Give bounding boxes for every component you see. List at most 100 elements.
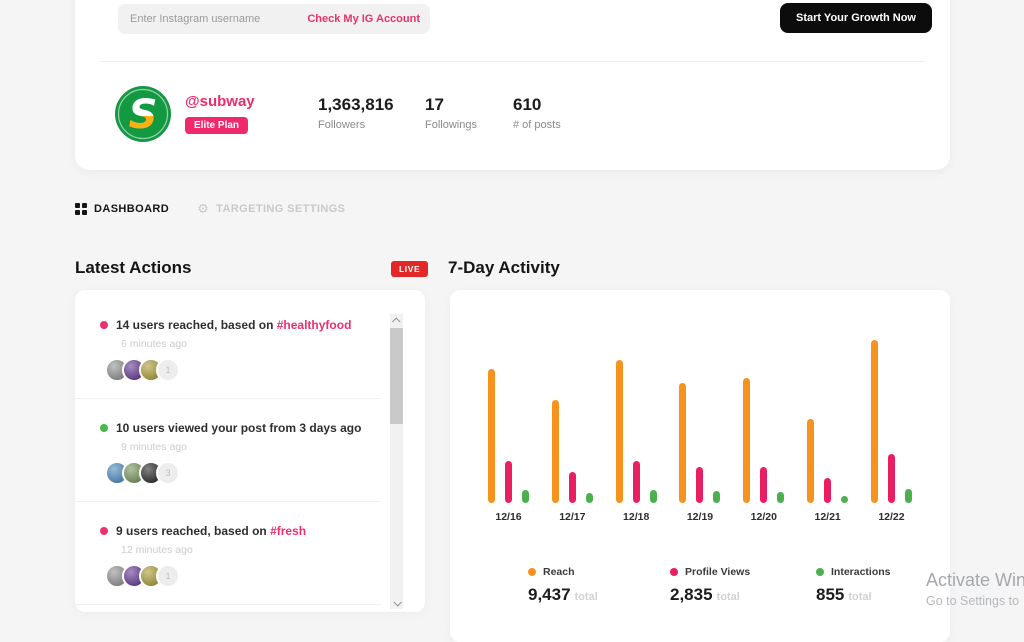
live-badge: LIVE	[391, 261, 429, 277]
action-avatars: 1	[105, 564, 381, 588]
action-hashtag[interactable]: #healthyfood	[276, 318, 352, 332]
action-list-item[interactable]: 10 users viewed your post from 3 days ag…	[75, 399, 381, 502]
tab-dashboard[interactable]: DASHBOARD	[75, 202, 170, 215]
reach-bar	[615, 360, 623, 503]
account-summary-card: Enter Instagram username Check My IG Acc…	[75, 0, 950, 170]
avatar-overflow-count: 3	[156, 461, 180, 485]
action-line: 14 users reached, based on #healthyfood	[100, 318, 381, 332]
chevron-up-icon[interactable]	[390, 314, 403, 327]
profile-views-bar	[696, 467, 704, 503]
reach-bar	[551, 400, 559, 503]
tab-targeting-settings[interactable]: ⚙ TARGETING SETTINGS	[197, 202, 345, 215]
action-text: 10 users viewed your post from 3 days ag…	[116, 421, 362, 435]
action-line: 9 users reached, based on #fresh	[100, 524, 381, 538]
interactions-bar	[904, 489, 912, 503]
posts-value: 610	[513, 95, 542, 114]
legend-total-unit: total	[716, 591, 740, 603]
legend-dot-icon	[670, 568, 678, 576]
action-text: 9 users reached, based on #fresh	[116, 524, 307, 538]
activity-panel: 12/16 12/17 12/18 12/19 12/20 12/21 12/22 Reac…	[450, 290, 950, 642]
reach-bar	[807, 419, 815, 503]
bar-group	[870, 338, 912, 503]
profile-views-bar	[760, 467, 768, 503]
scrollbar[interactable]	[390, 314, 403, 609]
gear-icon: ⚙	[197, 201, 210, 216]
username-placeholder: Enter Instagram username	[130, 13, 261, 25]
reach-bar	[679, 383, 687, 503]
subway-logo-icon: S	[114, 85, 172, 143]
reach-bar	[870, 340, 878, 503]
followers-label: Followers	[318, 119, 366, 131]
start-growth-button[interactable]: Start Your Growth Now	[780, 3, 932, 33]
action-timestamp: 12 minutes ago	[121, 544, 193, 556]
chart-x-label: 12/17	[559, 511, 586, 523]
bar-group	[679, 338, 721, 503]
posts-label: # of posts	[513, 119, 561, 131]
profile-views-bar	[505, 461, 512, 503]
action-list-item[interactable]: 9 users reached, based on #fresh 12 minut…	[75, 502, 381, 605]
interactions-bar	[777, 492, 785, 503]
chart-x-label: 12/19	[686, 511, 714, 523]
grid-icon	[75, 202, 87, 215]
chart-x-label: 12/16	[495, 511, 522, 523]
legend-item: Profile Views 2,835 total	[670, 566, 750, 605]
action-timestamp: 6 minutes ago	[121, 338, 187, 350]
followings-label: Followings	[425, 119, 477, 131]
action-dot	[100, 321, 108, 329]
legend-label-row: Interactions	[816, 566, 891, 578]
action-line: 10 users viewed your post from 3 days ag…	[100, 421, 381, 435]
stat-followers: 1,363,816 Followers	[318, 95, 394, 131]
reach-bar	[488, 369, 495, 503]
interactions-bar	[841, 496, 849, 503]
actions-list: 14 users reached, based on #healthyfood 6…	[75, 296, 381, 605]
scrollbar-thumb[interactable]	[390, 328, 403, 424]
legend-label: Interactions	[831, 566, 891, 578]
profile-views-bar	[632, 461, 640, 503]
followings-value: 17	[425, 95, 444, 114]
profile-views-bar	[568, 472, 576, 503]
watermark-line2: Go to Settings to	[926, 594, 1020, 608]
chart-x-labels: 12/16 12/17 12/18 12/19 12/20 12/21 12/22	[482, 511, 918, 523]
bar-group	[551, 338, 593, 503]
chart-x-label: 12/18	[623, 511, 650, 523]
bar-group	[488, 338, 529, 503]
interactions-bar	[713, 491, 721, 503]
activity-bar-chart	[482, 338, 918, 503]
legend-label-row: Profile Views	[670, 566, 750, 578]
section-tabs: DASHBOARD ⚙ TARGETING SETTINGS	[75, 202, 345, 215]
watermark-line1: Activate Win	[926, 570, 1024, 590]
windows-activation-watermark: Activate Win Go to Settings to	[926, 570, 1024, 608]
action-hashtag[interactable]: #fresh	[270, 524, 307, 538]
bar-group	[807, 338, 849, 503]
legend-label: Reach	[543, 566, 575, 578]
legend-total-unit: total	[848, 591, 872, 603]
action-list-item[interactable]: 14 users reached, based on #healthyfood 6…	[75, 296, 381, 399]
avatar-overflow-count: 1	[156, 564, 180, 588]
tab-dashboard-label: DASHBOARD	[94, 202, 170, 215]
instagram-username-input[interactable]: Enter Instagram username Check My IG Acc…	[118, 4, 430, 34]
svg-text:S: S	[129, 92, 158, 138]
interactions-bar	[649, 490, 657, 503]
interactions-bar	[522, 490, 529, 503]
action-timestamp: 9 minutes ago	[121, 441, 187, 453]
check-ig-account-link[interactable]: Check My IG Account	[307, 13, 420, 25]
chevron-down-icon[interactable]	[390, 596, 403, 609]
interactions-bar	[585, 493, 593, 503]
bar-group	[615, 338, 657, 503]
legend-total-unit: total	[574, 591, 598, 603]
legend-label-row: Reach	[528, 566, 598, 578]
plan-badge: Elite Plan	[185, 117, 249, 134]
action-dot	[100, 424, 108, 432]
legend-total: 855 total	[816, 585, 872, 604]
bar-group	[743, 338, 785, 503]
latest-actions-title: Latest Actions	[75, 258, 192, 277]
chart-x-label: 12/22	[878, 511, 905, 523]
stat-followings: 17 Followings	[425, 95, 477, 131]
legend-total: 9,437 total	[528, 585, 598, 604]
profile-handle: @subway	[185, 93, 255, 110]
legend-label: Profile Views	[685, 566, 751, 578]
stat-posts: 610 # of posts	[513, 95, 561, 131]
divider	[100, 61, 925, 62]
tab-targeting-label: TARGETING SETTINGS	[216, 202, 346, 215]
legend-item: Reach 9,437 total	[528, 566, 598, 605]
